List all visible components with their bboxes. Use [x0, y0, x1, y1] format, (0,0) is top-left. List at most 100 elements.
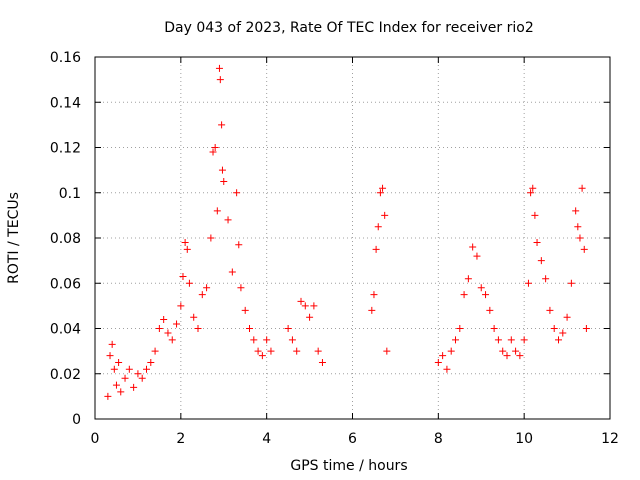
data-point — [258, 352, 266, 360]
x-tick-label: 12 — [601, 431, 619, 447]
y-tick-label: 0 — [72, 412, 81, 428]
data-point — [164, 329, 172, 337]
y-tick-label: 0.02 — [50, 367, 81, 383]
data-point — [194, 325, 202, 332]
data-point — [143, 365, 150, 373]
data-point — [314, 347, 322, 355]
data-point — [374, 223, 382, 231]
data-point — [376, 189, 384, 197]
data-point — [563, 313, 571, 321]
data-point — [110, 365, 118, 373]
data-point — [104, 392, 112, 400]
data-point — [310, 302, 318, 310]
grid-lines — [95, 57, 610, 419]
data-point — [443, 365, 451, 373]
data-point — [106, 352, 114, 360]
x-tick-label: 10 — [515, 431, 533, 447]
data-point — [263, 336, 271, 344]
x-axis-label: GPS time / hours — [290, 458, 407, 474]
data-point — [439, 352, 447, 360]
data-point — [301, 302, 309, 310]
data-point — [288, 336, 296, 344]
y-tick-label: 0.08 — [50, 231, 81, 247]
data-point — [456, 325, 464, 332]
y-axis-label: ROTI / TECUs — [6, 192, 22, 284]
data-point — [211, 144, 219, 151]
y-tick-label: 0.04 — [50, 322, 81, 338]
data-point — [306, 313, 314, 321]
data-point — [151, 347, 159, 355]
x-tick-label: 0 — [91, 431, 100, 447]
data-point — [181, 239, 189, 247]
data-point — [567, 279, 575, 287]
data-point — [368, 306, 376, 314]
data-point — [434, 358, 442, 366]
data-point — [559, 329, 567, 337]
data-point — [524, 279, 532, 287]
data-point — [582, 325, 590, 332]
axis-ticks: 0 2 4 6 8 10 12 0 0.02 0.04 0.06 0.08 0.1 0.12 0.14 0.1… — [50, 50, 619, 447]
data-point — [179, 272, 187, 280]
data-point — [383, 347, 391, 355]
data-point — [527, 189, 535, 197]
data-point — [121, 374, 129, 382]
data-point — [464, 275, 472, 283]
data-point — [293, 347, 301, 355]
data-point — [254, 347, 262, 355]
data-point — [529, 184, 537, 192]
data-point — [215, 64, 223, 72]
data-point — [447, 347, 455, 355]
data-point — [267, 347, 275, 355]
data-point — [173, 320, 181, 328]
data-point — [494, 336, 502, 344]
y-tick-label: 0.14 — [50, 95, 81, 111]
data-point — [134, 370, 142, 378]
data-point — [209, 148, 217, 156]
data-point — [537, 257, 545, 265]
data-point — [155, 325, 163, 332]
data-point — [318, 358, 326, 366]
data-point — [203, 284, 211, 292]
data-points — [104, 64, 590, 400]
data-point — [512, 347, 520, 355]
data-point — [216, 76, 224, 84]
x-tick-label: 4 — [262, 431, 271, 447]
data-point — [486, 306, 494, 314]
data-point — [220, 177, 228, 185]
x-tick-label: 2 — [176, 431, 185, 447]
data-point — [218, 166, 226, 174]
data-point — [503, 352, 511, 360]
data-point — [379, 184, 387, 192]
x-tick-label: 8 — [434, 431, 443, 447]
data-point — [246, 325, 253, 332]
data-point — [533, 239, 541, 247]
data-point — [108, 340, 116, 348]
data-point — [576, 234, 584, 242]
data-point — [578, 184, 586, 192]
data-point — [115, 358, 123, 366]
data-point — [112, 381, 120, 389]
data-point — [482, 291, 490, 299]
y-tick-label: 0.1 — [59, 186, 81, 202]
data-point — [190, 313, 198, 321]
data-point — [452, 336, 459, 344]
data-point — [460, 291, 468, 299]
data-point — [250, 336, 258, 344]
data-point — [284, 325, 292, 332]
data-point — [241, 306, 249, 314]
data-point — [237, 284, 245, 292]
data-point — [555, 336, 562, 344]
data-point — [507, 336, 515, 344]
y-tick-label: 0.12 — [50, 141, 81, 157]
data-point — [574, 223, 582, 231]
data-point — [580, 245, 588, 253]
data-point — [198, 291, 206, 299]
data-point — [516, 352, 524, 360]
chart-title: Day 043 of 2023, Rate Of TEC Index for r… — [164, 20, 534, 36]
data-point — [147, 358, 155, 366]
data-point — [546, 306, 554, 314]
data-point — [473, 252, 481, 260]
data-point — [381, 211, 389, 219]
y-tick-label: 0.16 — [50, 50, 81, 66]
data-point — [477, 284, 485, 292]
